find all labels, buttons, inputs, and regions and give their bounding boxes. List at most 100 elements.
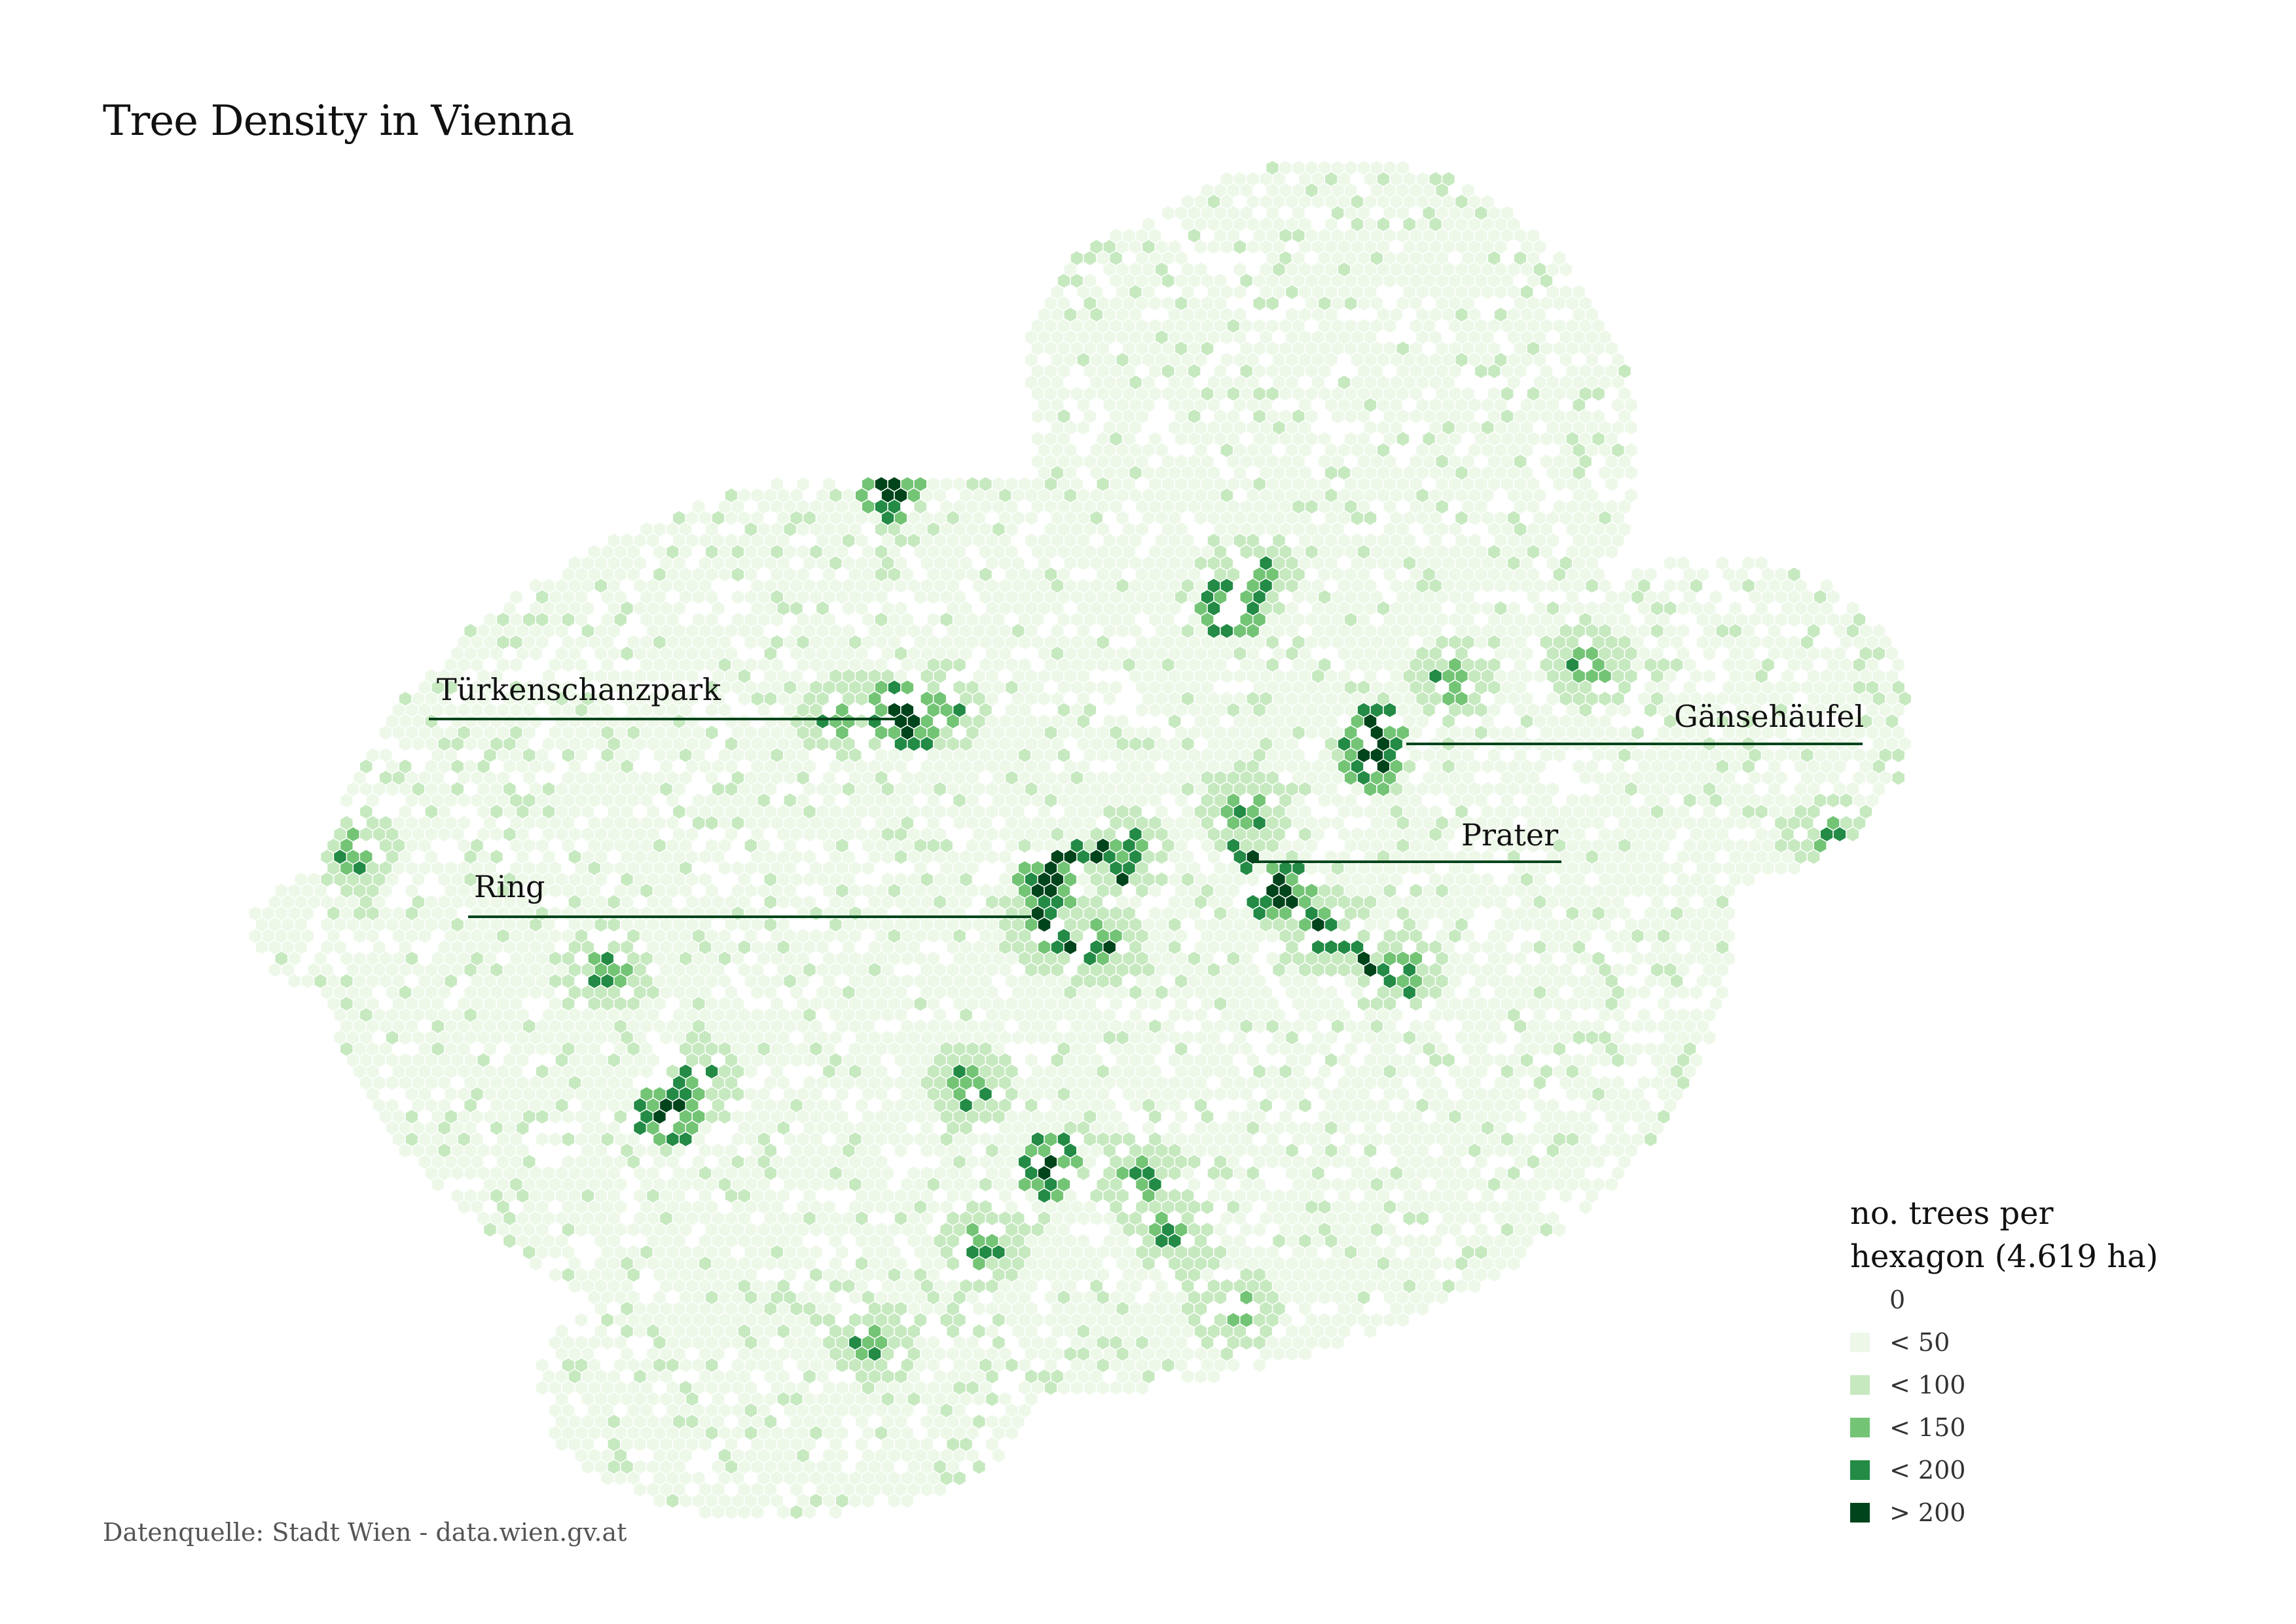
hexagon-cell <box>1637 984 1651 1001</box>
hexagon-cell <box>718 566 732 583</box>
hexagon-cell <box>1728 578 1743 594</box>
hexagon-cell <box>1154 849 1169 865</box>
hexagon-cell <box>411 735 426 752</box>
hexagon-cell <box>1207 238 1221 255</box>
hexagon-cell <box>1624 464 1639 481</box>
hexagon-cell <box>1357 295 1371 312</box>
hexagon-cell <box>750 984 765 1001</box>
hexagon-cell <box>1630 882 1645 899</box>
hexagon-cell <box>1383 272 1397 289</box>
hexagon-cell <box>1591 385 1606 402</box>
hexagon-cell <box>1578 995 1593 1012</box>
hexagon-cell <box>1246 238 1260 255</box>
hexagon-cell <box>1265 927 1280 944</box>
hexagon-cell <box>1520 916 1534 933</box>
hexagon-cell <box>913 995 928 1012</box>
hexagon-cell <box>1343 295 1358 312</box>
hexagon-cell <box>769 611 784 628</box>
hexagon-cell <box>619 645 634 662</box>
hexagon-cell <box>1076 555 1091 572</box>
hexagon-cell <box>1702 668 1717 684</box>
hexagon-cell <box>1578 769 1593 786</box>
hexagon-cell <box>1617 701 1632 718</box>
hexagon-cell <box>437 826 452 843</box>
hexagon-cell <box>1174 430 1188 447</box>
hexagon-cell <box>691 589 706 606</box>
hexagon-cell <box>1832 826 1847 843</box>
hexagon-cell <box>1552 295 1567 312</box>
hexagon-cell <box>782 769 797 786</box>
hexagon-cell <box>1546 578 1560 594</box>
hexagon-cell <box>607 916 621 933</box>
hexagon-cell <box>1148 882 1163 899</box>
hexagon-cell <box>1493 284 1508 301</box>
hexagon-cell <box>594 916 608 933</box>
hexagon-cell <box>1676 600 1690 617</box>
hexagon-cell <box>1480 894 1495 910</box>
hexagon-cell <box>463 735 478 752</box>
hexagon-cell <box>1252 295 1267 312</box>
hexagon-cell <box>1533 668 1547 684</box>
hexagon-cell <box>1787 860 1802 877</box>
hexagon-cell <box>1702 645 1717 662</box>
hexagon-cell <box>509 656 524 673</box>
hexagon-cell <box>1363 509 1377 526</box>
hexagon-cell <box>378 724 393 741</box>
hexagon-cell <box>1428 781 1443 798</box>
hexagon-cell <box>731 566 745 583</box>
hexagon-cell <box>737 690 752 707</box>
hexagon-cell <box>1741 871 1756 888</box>
hexagon-cell <box>731 589 745 606</box>
hexagon-cell <box>1265 295 1280 312</box>
hexagon-cell <box>881 849 895 865</box>
hexagon-cell <box>1891 769 1906 786</box>
hexagon-cell <box>255 939 269 955</box>
hexagon-cell <box>1233 668 1247 684</box>
hexagon-cell <box>1194 238 1208 255</box>
hexagon-cell <box>1487 363 1501 380</box>
hexagon-cell <box>1611 939 1626 955</box>
hexagon-cell <box>1083 249 1097 267</box>
hexagon-cell <box>528 645 543 662</box>
hexagon-cell <box>1037 916 1051 933</box>
hexagon-cell <box>1311 193 1326 210</box>
hexagon-cell <box>1604 475 1619 492</box>
hexagon-cell <box>861 860 875 877</box>
hexagon-cell <box>900 679 915 696</box>
hexagon-cell <box>1148 701 1163 718</box>
hexagon-cell <box>926 927 941 944</box>
hexagon-cell <box>698 849 712 865</box>
hexagon-cell <box>1480 758 1495 775</box>
hexagon-cell <box>1115 623 1130 639</box>
hexagon-cell <box>541 758 556 775</box>
hexagon-cell <box>1030 837 1045 854</box>
hexagon-cell <box>1317 792 1332 809</box>
hexagon-cell <box>1506 578 1521 594</box>
hexagon-cell <box>1474 634 1489 651</box>
hexagon-cell <box>1604 544 1619 561</box>
hexagon-cell <box>952 656 967 673</box>
hexagon-cell <box>1676 984 1690 1001</box>
hexagon-cell <box>1806 849 1821 865</box>
hexagon-cell <box>1017 634 1032 651</box>
hexagon-cell <box>1076 419 1091 436</box>
hexagon-cell <box>1220 329 1234 346</box>
hexagon-cell <box>1839 792 1853 809</box>
hexagon-cell <box>1285 284 1300 301</box>
hexagon-cell <box>339 792 354 809</box>
hexagon-cell <box>1383 701 1397 718</box>
hexagon-cell <box>744 634 758 651</box>
hexagon-cell <box>1409 995 1423 1012</box>
hexagon-cell <box>854 713 869 729</box>
hexagon-cell <box>359 826 373 843</box>
hexagon-layer <box>248 159 1912 1521</box>
hexagon-cell <box>1643 701 1658 718</box>
hexagon-cell <box>489 826 504 843</box>
hexagon-cell <box>1350 803 1364 820</box>
hexagon-cell <box>900 950 915 967</box>
hexagon-cell <box>985 849 1000 865</box>
hexagon-cell <box>1108 656 1123 673</box>
hexagon-cell <box>1409 408 1423 425</box>
hexagon-cell <box>802 826 817 843</box>
hexagon-cell <box>1493 578 1508 594</box>
